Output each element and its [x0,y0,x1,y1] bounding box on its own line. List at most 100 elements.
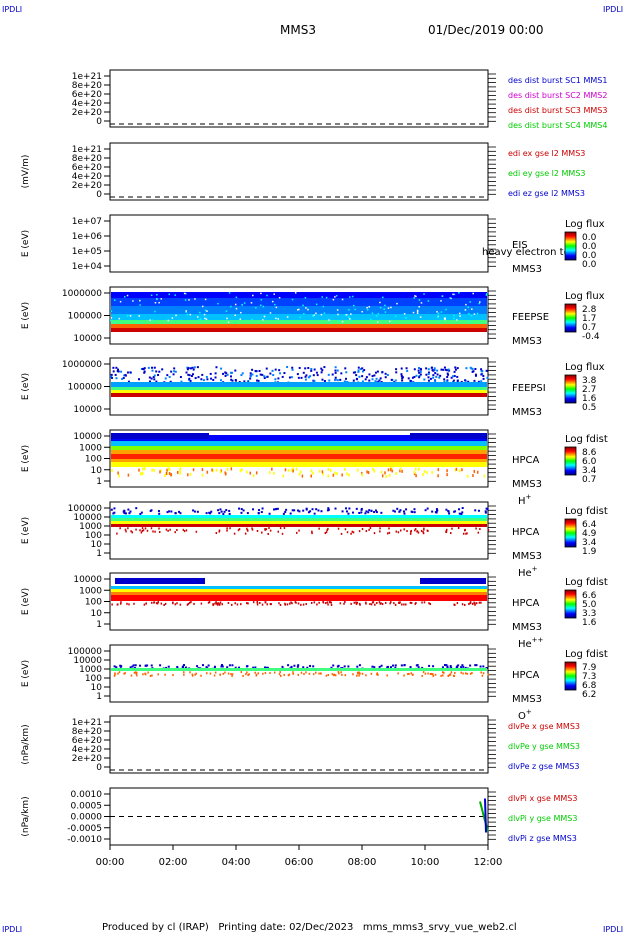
speckle [432,374,435,377]
y-tick-label: 1000 [79,586,102,596]
speckle [304,378,307,381]
speckle [422,671,425,674]
colorbar-tick-label: 2.8 [582,305,597,315]
speckle [443,378,446,381]
speckle [311,530,313,533]
speckle [358,511,361,514]
y-axis-label: E (eV) [21,302,31,329]
speckle [252,601,255,604]
speckle [324,532,327,535]
speckle [357,369,360,372]
speckle [141,527,144,530]
speckle [252,666,255,669]
speckle [302,371,305,374]
instrument-label: FEEPSI [512,383,546,394]
y-tick-label: 10000 [73,334,102,344]
speckle [474,664,477,667]
speckle [429,673,432,676]
speckle [436,369,439,372]
spacecraft-label: MMS3 [512,336,542,347]
speckle [336,369,339,372]
speckle [352,379,355,382]
speckle [305,508,308,511]
speckle [167,467,170,471]
speckle [218,530,221,533]
speckle [431,510,434,513]
speckle [429,603,431,606]
speckle [269,312,272,314]
y-tick-label: 10000 [73,575,102,585]
spectrogram [110,366,489,397]
spectrogram-band [410,433,487,439]
speckle [398,601,400,604]
speckle [384,471,386,475]
speckle [289,512,292,515]
speckle [481,674,484,677]
speckle [467,380,470,383]
speckle [465,532,467,535]
speckle [326,529,328,532]
speckle [474,602,476,605]
speckle [287,468,290,472]
speckle [168,468,171,472]
speckle [421,666,424,669]
spectrogram-band [111,435,487,441]
colorbar-tick-label: 5.0 [582,600,597,610]
speckle [368,509,371,512]
speckle [288,376,291,379]
speckle [375,511,378,514]
colorbar [564,303,577,333]
speckle [271,300,274,303]
speckle [151,468,153,472]
speckle [341,298,344,301]
speckle [129,315,132,317]
speckle [295,467,298,471]
speckle [423,470,426,474]
speckle [128,603,130,606]
speckle [417,367,420,370]
speckle [146,529,149,532]
speckle [127,380,130,383]
speckle [312,665,315,668]
y-tick-label: 10000 [73,432,102,442]
speckle [376,602,378,605]
speckle [173,370,176,373]
speckle [343,602,345,605]
colorbar-tick-label: 6.4 [582,520,597,530]
speckle [217,509,220,512]
speckle [432,376,435,379]
speckle [453,603,455,606]
speckle [438,320,441,323]
speckle [452,379,455,382]
y-tick-label: 1e+21 [72,145,102,155]
speckle [269,471,271,475]
speckle [212,603,214,606]
speckle [334,674,337,677]
speckle [405,317,407,319]
speckle [396,507,399,510]
speckle [415,374,418,377]
spectrogram-band [111,668,487,671]
speckle [246,527,248,530]
speckle [357,468,359,472]
speckle [317,509,320,512]
speckle [393,510,396,513]
speckle [210,510,213,513]
speckle [153,366,156,369]
instrument-label: HPCA [512,670,540,681]
speckle [298,308,300,311]
speckle [230,603,233,606]
speckle [437,312,440,315]
speckle [216,603,219,606]
speckle [205,512,208,515]
speckle [413,375,416,378]
speckle [241,303,243,306]
speckle [126,371,129,374]
speckle [472,292,474,295]
speckle [403,512,406,515]
speckle [143,467,146,471]
speckle [347,665,350,668]
speckle [394,664,397,667]
speckle [329,468,332,472]
